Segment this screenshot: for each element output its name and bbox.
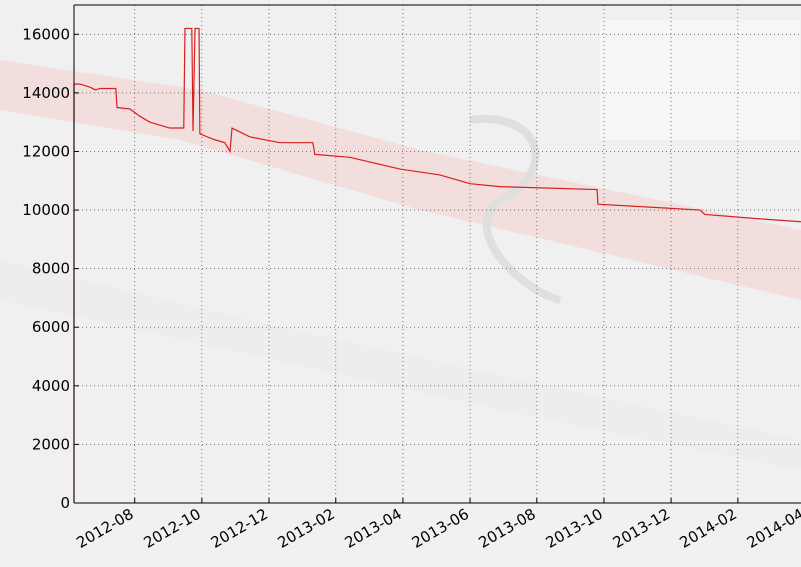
y-tick-label: 16000 [22,25,70,43]
y-tick-label: 2000 [32,435,70,453]
y-tick-label: 6000 [32,318,70,336]
y-tick-label: 0 [60,494,70,512]
data-line [73,27,801,503]
y-tick-label: 14000 [22,84,70,102]
y-tick-label: 8000 [32,260,70,278]
y-tick-label: 12000 [22,142,70,160]
y-tick-label: 10000 [22,201,70,219]
y-tick-label: 4000 [32,377,70,395]
